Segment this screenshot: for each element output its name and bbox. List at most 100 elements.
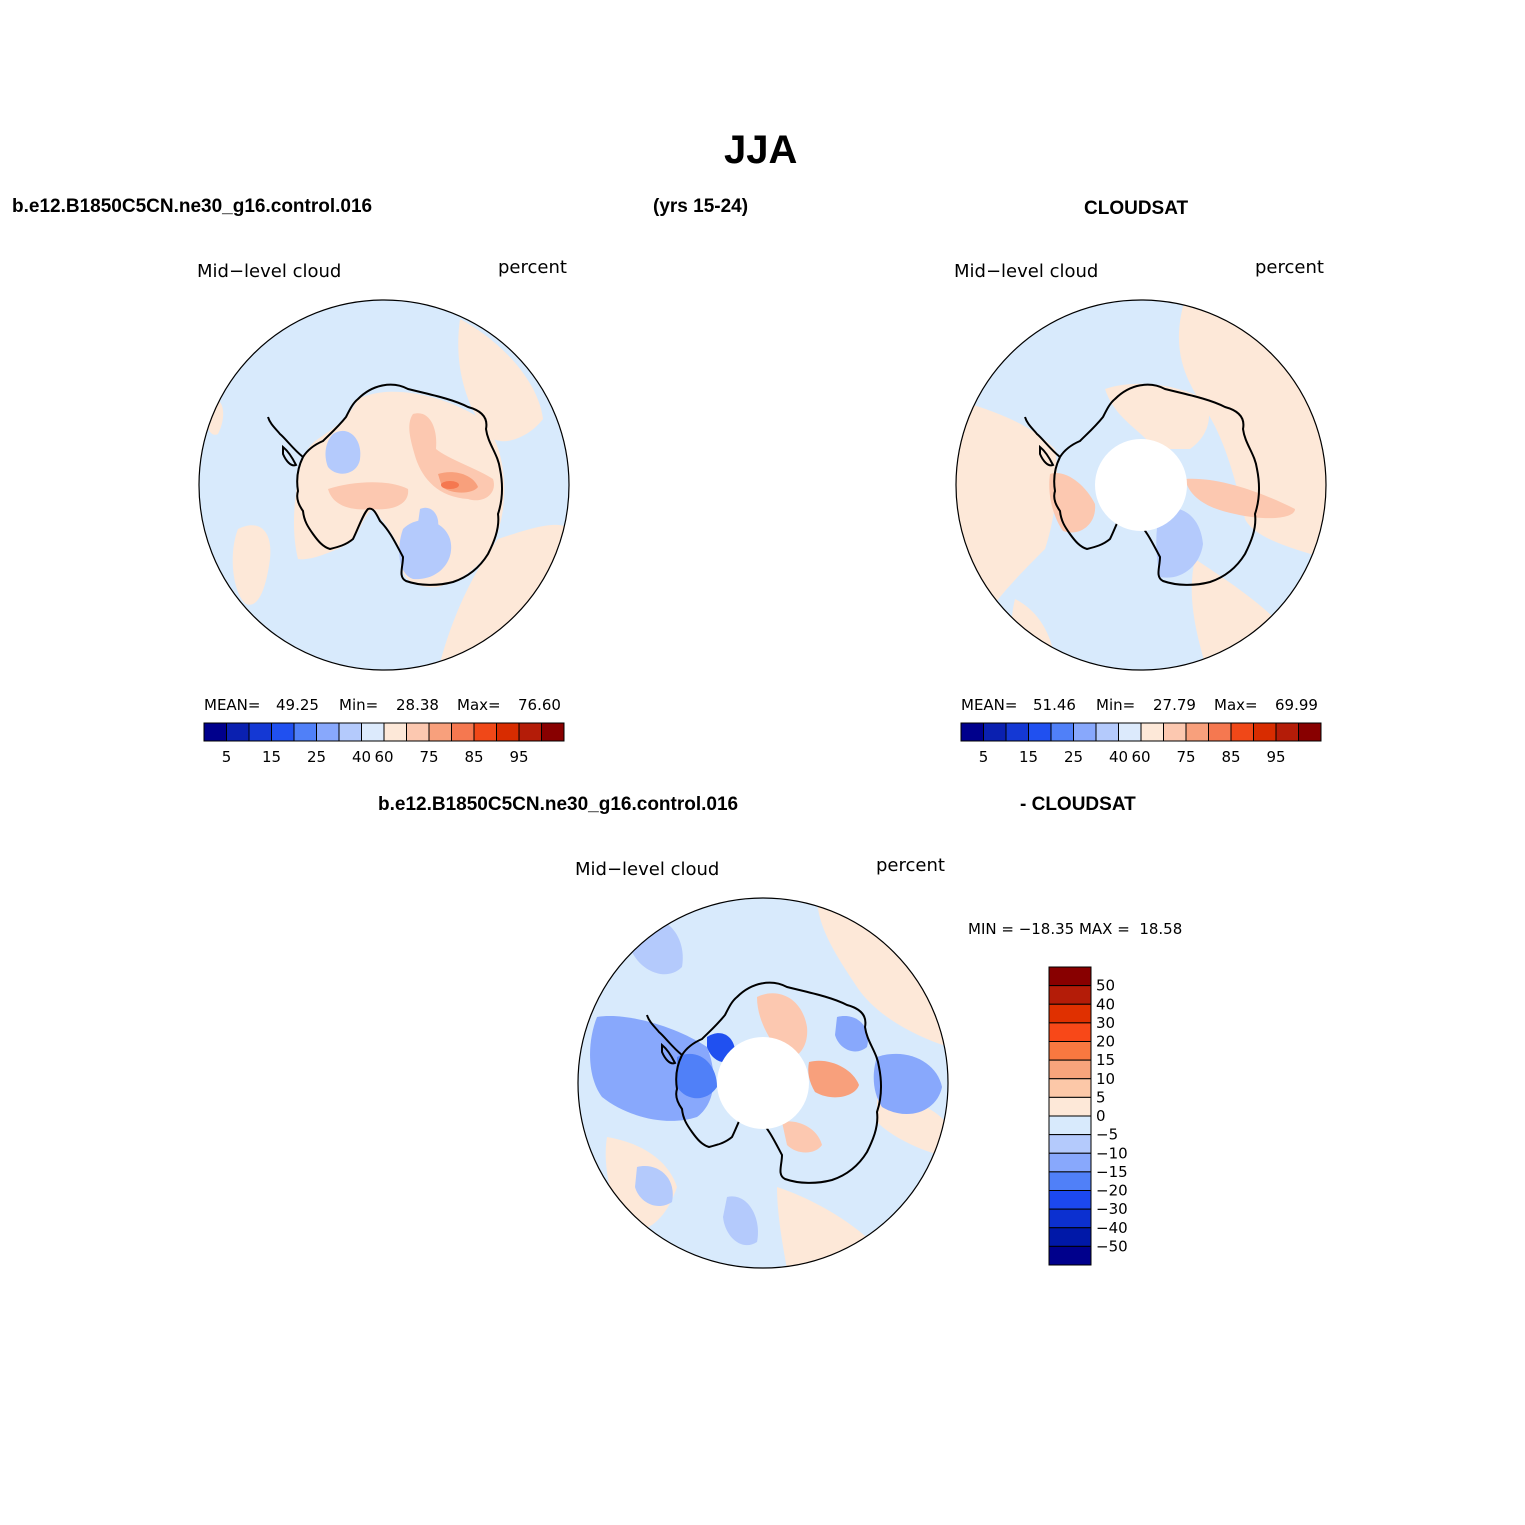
colorbar-box [1140,722,1164,742]
colorbar-box [541,722,565,742]
obs-mean-value: 51.46 [1033,696,1076,714]
colorbar-box [1163,722,1187,742]
model-mean-label: MEAN= [204,696,261,714]
colorbar-tick-label: −40 [1096,1219,1128,1237]
model-variable-label: Mid−level cloud [197,261,342,282]
colorbar-tick-label: 10 [1096,1070,1115,1088]
warm-region [1105,383,1210,449]
colorbar-tick-label: 40 [1109,748,1128,766]
colorbar-box [473,722,497,742]
colorbar-box [1048,1227,1092,1247]
colorbar-box [1048,1022,1092,1042]
cool-region [635,1166,673,1207]
colorbar-box [1048,1245,1092,1266]
colorbar-box [203,722,227,742]
colorbar-box [1048,1003,1092,1024]
colorbar-box [1208,722,1232,742]
warm-region [409,413,494,501]
coastline [1039,444,1055,467]
cool-region [835,1016,868,1052]
model-max-value: 76.60 [518,696,561,714]
colorbar-tick-label: 75 [419,748,438,766]
coastline [282,444,298,467]
colorbar-tick-label: 5 [222,748,232,766]
warm-region [782,1121,822,1153]
colorbar-tick-label: 40 [352,748,371,766]
diff-left-label: b.e12.B1850C5CN.ne30_g16.control.016 [378,794,739,815]
colorbar-box [451,722,475,742]
warm-region [817,898,948,1047]
colorbar-tick-label: −5 [1096,1126,1118,1144]
warm-region [458,319,543,442]
coastline [296,383,504,586]
warm-region [956,399,1057,619]
colorbar-box [1048,1208,1092,1229]
colorbar-tick-label: 40 [1096,995,1115,1013]
model-polar-map [198,299,570,671]
model-units-label: percent [498,257,567,278]
colorbar-tick-label: 25 [307,748,326,766]
colorbar-tick-label: −30 [1096,1200,1128,1218]
colorbar-box [1048,1134,1092,1154]
colorbar-box [1048,1115,1092,1136]
colorbar-box [1048,1078,1092,1098]
model-colorbar: 5 15 25 40 60 75 85 95 [203,722,565,766]
colorbar-box [1118,722,1142,742]
model-min-label: Min= [339,696,379,714]
obs-min-label: Min= [1096,696,1136,714]
colorbar-tick-label: 85 [1221,748,1240,766]
diff-variable-label: Mid−level cloud [575,859,720,880]
cool-region [325,430,361,474]
colorbar-box [226,722,250,742]
colorbar-box [1048,1096,1092,1117]
map-border [198,299,570,671]
obs-name-label: CLOUDSAT [1084,198,1189,219]
colorbar-tick-label: 20 [1096,1033,1115,1051]
colorbar-box [428,722,452,742]
colorbar-box [248,722,272,742]
colorbar-tick-label: 0 [1096,1107,1106,1125]
colorbar-tick-label: −50 [1096,1237,1128,1255]
cool-region [590,1016,714,1121]
obs-mean-label: MEAN= [961,696,1018,714]
model-min-value: 28.38 [396,696,439,714]
colorbar-tick-label: 25 [1064,748,1083,766]
colorbar-box [496,722,520,742]
obs-max-label: Max= [1214,696,1258,714]
colorbar-box [1050,722,1074,742]
colorbar-box [1185,722,1209,742]
colorbar-tick-label: 5 [979,748,989,766]
figure-title: JJA [724,128,798,172]
case-name-label: b.e12.B1850C5CN.ne30_g16.control.016 [12,196,373,217]
colorbar-box [1048,1041,1092,1061]
diff-right-label: - CLOUDSAT [1020,794,1136,815]
colorbar-tick-label: 95 [509,748,528,766]
warm-region [1178,300,1326,559]
diff-minmax-label: MIN = −18.35 MAX = 18.58 [968,920,1183,938]
colorbar-tick-label: 15 [1096,1051,1115,1069]
colorbar-box [316,722,340,742]
warm-region [757,993,808,1058]
colorbar-box [1298,722,1322,742]
colorbar-box [983,722,1007,742]
colorbar-tick-label: 5 [1096,1088,1106,1106]
colorbar-tick-label: −20 [1096,1182,1128,1200]
colorbar-tick-label: 50 [1096,977,1115,995]
colorbar-tick-label: 30 [1096,1014,1115,1032]
obs-units-label: percent [1255,257,1324,278]
years-label: (yrs 15-24) [653,196,749,217]
colorbar-box [1230,722,1254,742]
missing-data-hole [1095,439,1187,531]
colorbar-box [1048,966,1092,987]
colorbar-tick-label: −10 [1096,1144,1128,1162]
obs-max-value: 69.99 [1275,696,1318,714]
warm-region [328,482,409,510]
warm-region [1185,478,1295,519]
colorbar-box [383,722,407,742]
colorbar-tick-label: 60 [374,748,393,766]
obs-polar-map [955,299,1327,671]
colorbar-box [271,722,295,742]
warm-region [232,525,271,605]
colorbar-tick-label: 15 [1019,748,1038,766]
